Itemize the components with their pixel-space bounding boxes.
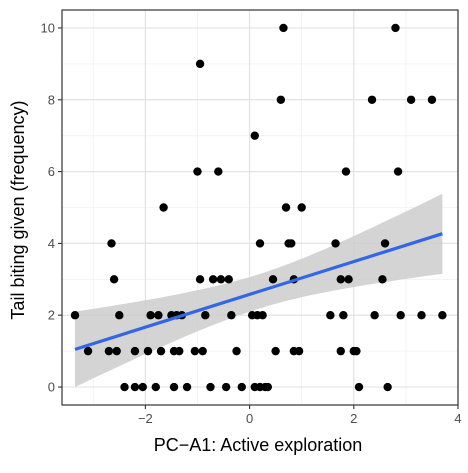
- data-point: [380, 239, 390, 248]
- data-point: [143, 346, 153, 356]
- y-axis-label: Tail biting given (frequency): [8, 100, 28, 319]
- data-point: [367, 95, 377, 104]
- data-point: [130, 382, 140, 392]
- data-point: [339, 311, 348, 320]
- data-point: [393, 167, 403, 176]
- data-point: [344, 275, 353, 284]
- data-point: [201, 311, 210, 320]
- data-point: [208, 275, 218, 284]
- data-point: [250, 131, 259, 140]
- data-point: [391, 23, 400, 33]
- y-tick-label: 4: [48, 236, 55, 251]
- data-point: [352, 346, 361, 356]
- data-point: [427, 95, 437, 104]
- y-tick-label: 6: [48, 164, 55, 179]
- y-tick-label: 10: [41, 20, 55, 35]
- data-point: [182, 382, 192, 392]
- x-tick-label: 2: [350, 411, 357, 426]
- y-tick-label: 8: [48, 92, 55, 107]
- data-point: [195, 59, 205, 69]
- data-point: [206, 382, 215, 392]
- data-point: [279, 23, 288, 33]
- data-point: [438, 311, 447, 320]
- data-point: [336, 346, 345, 356]
- panel-frame: [61, 9, 459, 406]
- data-point: [281, 203, 291, 212]
- data-point: [406, 95, 416, 104]
- data-point: [112, 346, 121, 356]
- data-point: [154, 311, 163, 320]
- data-point: [151, 382, 160, 392]
- data-point: [417, 311, 426, 320]
- regression-line: [74, 232, 443, 351]
- x-axis-label: PC−A1: Active exploration: [154, 435, 363, 455]
- data-point: [287, 239, 296, 248]
- data-point: [255, 239, 265, 248]
- data-point: [378, 275, 387, 284]
- data-point: [276, 95, 286, 104]
- data-point: [258, 311, 267, 320]
- axis-ticks: −2 0 2 4 0 2 4 6 8 10: [41, 20, 462, 426]
- data-point: [227, 311, 236, 320]
- data-point: [120, 382, 129, 392]
- data-point: [169, 382, 179, 392]
- data-point: [271, 346, 280, 356]
- data-point: [193, 167, 202, 176]
- data-point: [354, 382, 364, 392]
- data-point: [138, 382, 147, 392]
- data-point: [336, 275, 345, 284]
- fit-line-group: [74, 232, 443, 351]
- panel-border: [61, 9, 459, 406]
- data-points: [70, 23, 447, 392]
- data-point: [326, 311, 335, 320]
- data-point: [214, 167, 223, 176]
- data-point: [237, 382, 246, 392]
- data-point: [115, 311, 124, 320]
- data-point: [83, 346, 93, 356]
- data-point: [130, 346, 140, 356]
- data-point: [216, 275, 226, 284]
- data-point: [396, 311, 405, 320]
- data-point: [370, 311, 379, 320]
- data-point: [221, 382, 231, 392]
- data-point: [104, 346, 114, 356]
- data-point: [190, 346, 200, 356]
- data-point: [175, 346, 184, 356]
- data-point: [107, 239, 116, 248]
- data-point: [198, 346, 207, 356]
- data-point: [341, 167, 351, 176]
- data-point: [70, 311, 80, 320]
- data-point: [224, 275, 233, 284]
- data-point: [195, 275, 205, 284]
- data-point: [159, 203, 168, 212]
- data-point: [331, 239, 340, 248]
- data-point: [232, 346, 241, 356]
- y-tick-label: 2: [48, 308, 55, 323]
- data-point: [297, 203, 306, 212]
- data-point: [383, 382, 392, 392]
- data-point: [156, 346, 166, 356]
- data-point: [268, 275, 278, 284]
- data-point: [263, 382, 273, 392]
- x-tick-label: 0: [246, 411, 253, 426]
- data-point: [146, 311, 155, 320]
- data-point: [294, 346, 304, 356]
- x-tick-label: −2: [138, 411, 153, 426]
- x-tick-label: 4: [454, 411, 461, 426]
- y-tick-label: 0: [48, 380, 55, 395]
- data-point: [109, 275, 119, 284]
